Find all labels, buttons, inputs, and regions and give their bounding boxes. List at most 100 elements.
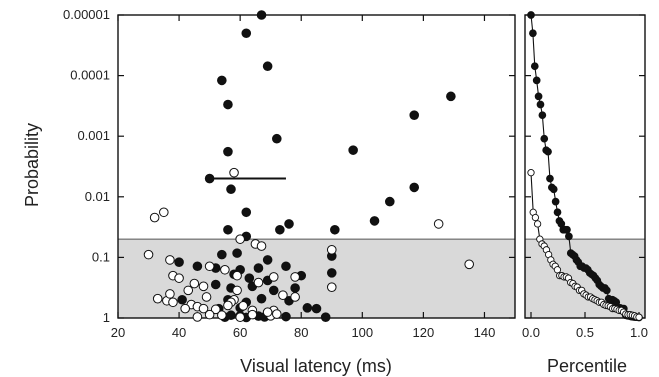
point-filled (262, 61, 273, 72)
point-open (183, 285, 194, 296)
point-open (235, 234, 245, 244)
x-tick-label: 100 (351, 325, 373, 340)
point-open (143, 249, 154, 260)
point-filled (348, 145, 358, 155)
point-filled (290, 283, 300, 293)
point-open (232, 270, 242, 281)
y-tick-label: 0.1 (92, 249, 110, 264)
percentile-point-filled (529, 29, 537, 38)
point-filled (241, 207, 252, 218)
x-axis-label-latency: Visual latency (ms) (240, 356, 392, 376)
point-open (149, 212, 160, 223)
y-tick-label: 0.00001 (63, 7, 110, 22)
point-filled (311, 303, 322, 314)
point-filled (192, 261, 203, 272)
point-open (326, 282, 337, 292)
point-open (268, 272, 279, 282)
point-open (433, 219, 444, 229)
percentile-point-filled (553, 208, 562, 217)
x-tick-label: 80 (294, 325, 308, 340)
percentile-point-filled (534, 92, 543, 101)
point-filled (281, 311, 291, 322)
y-axis-label-probability: Probability (22, 123, 42, 207)
point-open (235, 312, 245, 322)
point-filled (275, 224, 285, 235)
point-open (253, 277, 264, 288)
percentile-panel: 0.0 0.5 1.0 (522, 11, 648, 340)
point-filled (284, 219, 294, 229)
x-tick-label: 0.5 (576, 325, 594, 340)
point-open (223, 300, 233, 311)
y-tick-label: 0.01 (85, 189, 110, 204)
point-filled (253, 263, 264, 273)
point-open (229, 167, 239, 178)
point-open (165, 289, 175, 299)
point-filled (281, 261, 291, 272)
point-open (152, 293, 163, 304)
percentile-point-filled (527, 11, 535, 19)
point-filled (384, 196, 395, 207)
percentile-point-filled (538, 111, 547, 120)
point-open (198, 303, 209, 314)
point-open (217, 310, 227, 321)
point-filled (369, 216, 380, 226)
percentile-point-open (533, 220, 542, 228)
point-open (290, 292, 300, 302)
percentile-point-filled (540, 134, 549, 143)
point-filled (232, 248, 242, 258)
point-filled (409, 182, 420, 193)
x-tick-label: 20 (111, 325, 125, 340)
percentile-point-open (531, 213, 540, 222)
point-open (326, 245, 337, 255)
percentile-point-filled (565, 232, 573, 241)
point-open (165, 255, 175, 265)
point-filled (174, 257, 184, 267)
x-tick-label: 40 (172, 325, 186, 340)
point-open (238, 301, 249, 311)
scatter-panel: 0.00001 0.0001 0.001 0.01 0.1 120 40 60 80 100 120… (63, 7, 516, 340)
point-filled (326, 268, 337, 278)
point-filled (302, 303, 313, 313)
percentile-point-filled (563, 225, 571, 234)
point-filled (217, 249, 227, 260)
point-open (272, 309, 282, 319)
x-tick-label: 0.0 (522, 325, 540, 340)
point-open (220, 264, 230, 275)
point-filled (223, 99, 233, 110)
x-axis-label-percentile: Percentile (547, 356, 627, 376)
point-open (198, 281, 209, 292)
point-open (204, 309, 215, 320)
percentile-point-filled (546, 174, 554, 183)
point-filled (320, 312, 331, 322)
point-open (256, 241, 267, 251)
point-open (464, 259, 474, 270)
point-open (278, 290, 288, 300)
point-filled (223, 224, 233, 235)
point-filled (244, 273, 255, 283)
point-filled (241, 28, 252, 39)
point-filled (272, 133, 282, 144)
percentile-point-filled (551, 197, 560, 206)
point-open (262, 307, 273, 317)
point-filled (217, 75, 227, 86)
point-open (159, 207, 169, 218)
point-filled (226, 184, 236, 195)
point-filled (210, 279, 221, 290)
percentile-point-filled (536, 100, 545, 109)
point-filled (330, 224, 340, 235)
x-tick-label: 120 (413, 325, 435, 340)
point-open (204, 261, 215, 272)
y-tick-label: 0.001 (77, 128, 110, 143)
y-tick-label: 0.0001 (70, 68, 110, 83)
point-filled (446, 91, 456, 102)
percentile-point-open (635, 313, 643, 321)
point-filled (409, 110, 420, 120)
point-open (180, 303, 190, 314)
percentile-point-filled (530, 62, 539, 71)
point-open (201, 292, 212, 302)
plot-frame (117, 14, 516, 319)
point-open (192, 312, 203, 322)
point-open (189, 278, 200, 289)
percentile-point-filled (532, 76, 541, 85)
